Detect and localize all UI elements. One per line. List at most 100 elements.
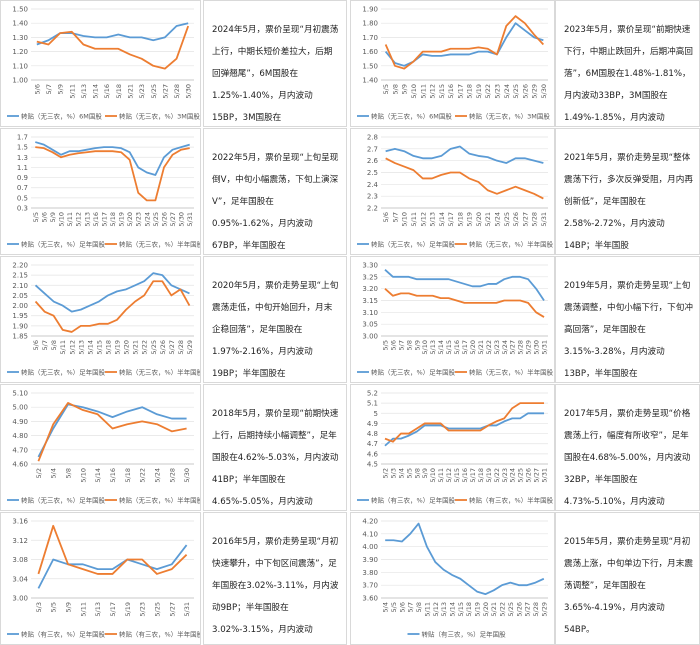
x-tick-label: 5/31 [541,340,549,355]
y-tick-label: 2.5 [367,169,378,177]
x-tick-label: 5/14 [86,340,94,355]
x-tick-label: 5/19 [474,602,482,617]
y-tick-label: 1.5 [17,144,28,152]
x-tick-label: 5/31 [541,468,549,483]
y-tick-label: 1.3 [17,154,28,162]
x-tick-label: 5/16 [447,84,455,99]
x-tick-label: 5/28 [532,602,540,617]
x-tick-label: 5/22 [485,340,493,355]
y-tick-label: 3.10 [362,309,378,317]
series-line [37,524,188,575]
legend-label: 转贴（有三农，%）足年国股 [21,630,106,639]
y-tick-label: 1.90 [362,6,378,14]
x-tick-label: 5/25 [152,212,160,227]
x-tick-label: 5/25 [503,212,511,227]
description: 2024年5月，票价呈现“月初震荡上行，中期长短价差拉大，后期回弹翘尾”，6M国… [203,0,347,167]
x-tick-label: 5/23 [138,84,146,99]
x-tick-label: 5/11 [437,468,445,483]
chart-cell: 4.60 4.70 4.80 4.90 5.00 5.10 5/2 5/4 5/8 5/10 5/1… [0,384,204,511]
x-tick-label: 5/14 [438,212,446,227]
y-tick-label: 1.85 [12,333,28,341]
x-tick-label: 5/20 [482,602,490,617]
x-tick-label: 5/28 [531,212,539,227]
x-tick-label: 5/8 [405,340,413,350]
y-tick-label: 3.80 [362,569,378,577]
y-tick-label: 2.05 [12,292,28,300]
chart: 3.60 3.70 3.80 3.90 4.00 4.10 4.20 5/4 5/5 5/6 5/7… [362,518,548,639]
legend-label: 转贴（无三农，%）足年国股 [371,368,456,377]
y-tick-label: 4.70 [12,446,28,454]
x-tick-label: 5/10 [58,212,66,227]
y-tick-label: 3.30 [362,262,378,270]
series-line [384,269,545,302]
y-tick-label: 3.60 [362,595,378,603]
x-tick-label: 5/11 [59,340,67,355]
chart-cell: 1.00 1.10 1.20 1.30 1.40 1.50 5/6 5/7 5/9 5/11 5/1… [0,0,201,127]
series-line [37,402,187,462]
x-tick-label: 5/20 [475,212,483,227]
x-tick-label: 5/24 [509,468,517,483]
x-tick-label: 5/10 [410,84,418,99]
series-line [34,272,190,313]
legend-label: 转贴（无三农，%）半年国股 [119,368,200,377]
chart-cell: 2.2 2.3 2.4 2.5 2.6 2.7 2.8 5/6 5/7 5/10 5/11 5/12 5… [350,128,555,255]
x-tick-label: 5/21 [126,84,134,99]
x-tick-label: 5/12 [75,212,83,227]
x-tick-label: 5/18 [477,468,485,483]
y-tick-label: 3.00 [12,595,28,603]
x-tick-label: 5/5 [405,468,413,478]
series-line [384,402,545,443]
y-tick-label: 5.10 [12,390,28,398]
x-tick-label: 5/18 [124,468,132,483]
x-tick-label: 5/7 [407,602,415,612]
x-tick-label: 5/10 [421,340,429,355]
x-tick-label: 5/23 [493,340,501,355]
chart: 4.60 4.70 4.80 4.90 5.00 5.10 5/2 5/4 5/8 5/10 5/1… [7,390,204,505]
legend-label: 转贴（无三农，%）6M国股 [21,112,102,121]
y-tick-label: 3.90 [362,556,378,564]
x-tick-label: 5/7 [41,340,49,350]
y-tick-label: 1.20 [12,48,28,56]
x-tick-label: 5/10 [429,468,437,483]
x-tick-label: 5/28 [517,340,525,355]
x-tick-label: 5/23 [139,602,147,617]
x-tick-label: 5/16 [109,468,117,483]
y-tick-label: 4.90 [12,418,28,426]
description: 2023年5月，票价呈现“前期快速下行，中期止跌回升，后期冲高回落”，6M国股在… [555,0,700,145]
x-tick-label: 5/4 [382,602,390,612]
y-tick-label: 2.6 [367,157,379,165]
y-tick-label: 1.00 [12,77,28,85]
y-tick-label: 1.7 [17,134,28,142]
y-tick-label: 1.30 [12,34,28,42]
y-tick-label: 1.70 [362,34,378,42]
y-tick-label: 5.1 [367,400,378,408]
y-tick-label: 2.4 [367,181,379,189]
x-tick-label: 5/31 [186,212,194,227]
y-tick-label: 4.8 [367,430,378,438]
y-tick-label: 5.2 [367,390,378,398]
legend-label: 转贴（有三农，%）足年国股 [371,496,456,505]
chart: 3.00 3.04 3.08 3.12 3.16 5/3 5/5 5/9 5/11 5/13 5/1… [7,518,204,639]
x-tick-label: 5/23 [135,212,143,227]
x-tick-label: 5/19 [118,212,126,227]
y-tick-label: 1.60 [362,48,378,56]
description: 2020年5月，票价走势呈现“上旬震荡走低，中旬开始回升，月末企稳回落”，足年国… [203,256,347,423]
y-tick-label: 3.04 [12,575,28,583]
x-tick-label: 5/31 [540,212,548,227]
y-tick-label: 1.10 [12,62,28,70]
series-line [385,157,544,200]
y-tick-label: 1.40 [362,77,378,85]
x-tick-label: 5/26 [160,212,168,227]
x-tick-label: 5/25 [507,602,515,617]
x-tick-label: 5/15 [445,340,453,355]
x-tick-label: 5/29 [525,340,533,355]
description: 2018年5月，票价呈现“前期快速上行，后期持续小幅调整”，足年国股在4.62%… [203,384,347,529]
x-tick-label: 5/12 [445,468,453,483]
y-tick-label: 3.70 [362,582,378,590]
y-tick-label: 2.00 [12,302,28,310]
y-tick-label: 0.3 [17,205,28,213]
legend-label: 转贴（无三农，%）半年国股 [119,240,200,249]
x-tick-label: 5/9 [57,84,65,94]
y-tick-label: 2.15 [12,272,28,280]
